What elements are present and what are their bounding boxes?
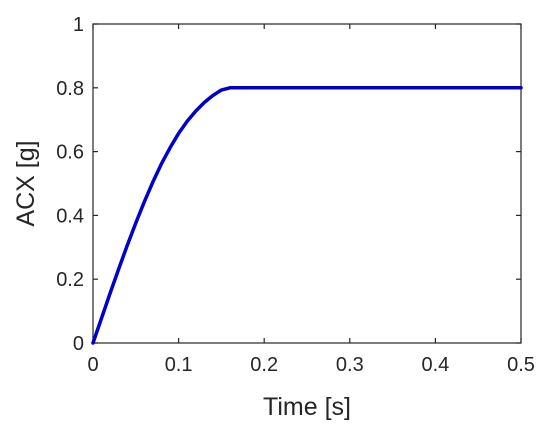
series-group (91, 86, 523, 345)
y-tick-label: 0 (73, 333, 84, 355)
y-tick-label: 0.6 (56, 142, 84, 164)
x-axis-label: Time [s] (263, 393, 351, 421)
y-tick-label: 0.4 (56, 205, 84, 227)
y-axis: 0 0.2 0.4 0.6 0.8 1 (56, 14, 521, 355)
x-tick-label: 0.1 (165, 354, 193, 376)
x-axis: 0 0.1 0.2 0.3 0.4 0.5 (87, 24, 535, 376)
x-tick-label: 0 (87, 354, 98, 376)
plot-box (92, 23, 522, 344)
y-tick-label: 1 (73, 14, 84, 36)
series-line-0 (91, 86, 523, 345)
x-tick-label: 0.2 (250, 354, 278, 376)
y-axis-label: ACX [g] (12, 140, 40, 226)
x-tick-label: 0.4 (421, 354, 449, 376)
y-tick-label: 0.2 (56, 269, 84, 291)
y-tick-label: 0.8 (56, 78, 84, 100)
x-tick-label: 0.5 (507, 354, 535, 376)
x-tick-label: 0.3 (336, 354, 364, 376)
plot-frame (92, 23, 522, 344)
